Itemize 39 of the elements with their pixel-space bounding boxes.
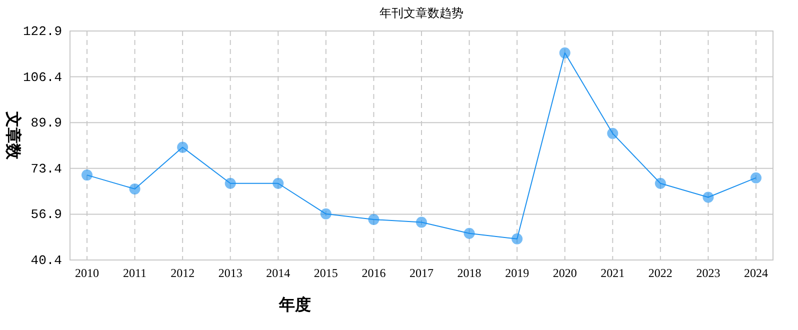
point — [320, 208, 332, 220]
point — [368, 214, 380, 225]
point — [702, 192, 714, 203]
x-tick-label: 2018 — [457, 266, 482, 280]
point — [129, 183, 140, 194]
y-axis-title: 文章数 — [4, 110, 22, 160]
point — [559, 47, 570, 58]
chart-title: 年刊文章数趋势 — [380, 6, 464, 20]
x-tick-label: 2015 — [314, 266, 338, 280]
x-tick-label: 2024 — [744, 266, 768, 280]
x-tick-label: 2011 — [123, 266, 147, 280]
point — [177, 142, 188, 153]
x-tick-label: 2010 — [75, 266, 99, 280]
y-tick-label: 73.4 — [30, 161, 62, 176]
x-tick-label: 2016 — [362, 266, 386, 280]
point — [416, 216, 427, 228]
x-tick-label: 2020 — [552, 266, 577, 280]
y-tick-label: 40.4 — [30, 253, 62, 268]
point — [607, 128, 618, 139]
point — [82, 170, 92, 181]
y-tick-label: 106.4 — [22, 70, 62, 85]
x-axis-title: 年度 — [278, 295, 311, 314]
x-tick-label: 2019 — [505, 266, 530, 280]
point — [512, 233, 523, 244]
point — [750, 172, 762, 184]
point — [654, 178, 666, 189]
point — [464, 228, 475, 239]
x-tick-label: 2023 — [696, 266, 720, 280]
x-tick-label: 2021 — [600, 266, 625, 280]
point — [272, 178, 284, 189]
point — [224, 178, 236, 189]
x-tick-label: 2012 — [170, 266, 195, 280]
x-tick-label: 2014 — [266, 266, 290, 280]
y-tick-label: 89.9 — [30, 116, 62, 131]
y-tick-label: 122.9 — [22, 24, 62, 39]
x-tick-label: 2022 — [648, 266, 672, 280]
x-tick-label: 2013 — [218, 266, 242, 280]
x-tick-label: 2017 — [410, 266, 434, 280]
y-tick-label: 56.9 — [30, 207, 62, 222]
